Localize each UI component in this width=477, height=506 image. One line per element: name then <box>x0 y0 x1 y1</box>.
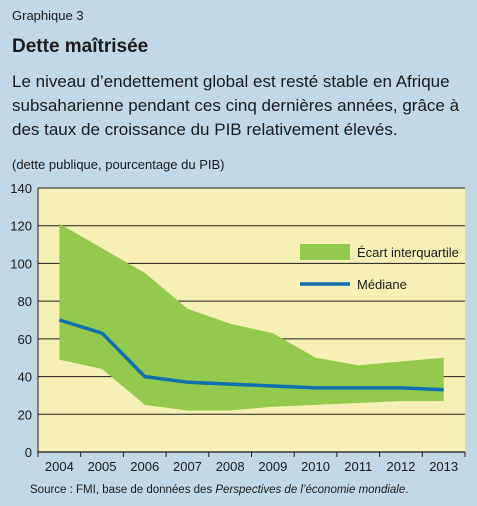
x-tick-label-2006: 2006 <box>130 459 159 474</box>
y-tick-label-100: 100 <box>10 256 32 271</box>
median-line <box>58 318 444 392</box>
chart-title: Dette maîtrisée <box>12 36 149 57</box>
y-tick-label-0: 0 <box>25 445 32 460</box>
x-tick-label-2004: 2004 <box>45 459 74 474</box>
x-tick-label-2013: 2013 <box>429 459 458 474</box>
chart-subtitle: Le niveau d’endettement global est resté… <box>12 72 460 139</box>
legend-label-band: Écart interquartile <box>357 245 459 260</box>
x-tick-label-2008: 2008 <box>216 459 245 474</box>
legend-swatch-band <box>300 244 350 260</box>
source-title: Perspectives de l’économie mondiale <box>215 484 406 496</box>
x-tick-label-2005: 2005 <box>88 459 117 474</box>
x-tick-label-2012: 2012 <box>386 459 415 474</box>
interquartile-band <box>59 223 444 411</box>
y-tick-label-120: 120 <box>10 219 32 234</box>
source-suffix: . <box>405 484 409 496</box>
y-tick-label-80: 80 <box>18 294 32 309</box>
y-tick-label-20: 20 <box>18 407 32 422</box>
figure-label: Graphique 3 <box>12 8 84 23</box>
x-tick-label-2010: 2010 <box>301 459 330 474</box>
y-tick-label-40: 40 <box>18 370 32 385</box>
x-tick-label-2011: 2011 <box>344 459 372 474</box>
x-tick-label-2009: 2009 <box>258 459 287 474</box>
source-prefix: Source : FMI, base de données des <box>30 484 216 496</box>
x-tick-label-2007: 2007 <box>173 459 202 474</box>
y-tick-label-60: 60 <box>18 332 32 347</box>
y-tick-label-140: 140 <box>10 181 32 196</box>
unit-label: (dette publique, pourcentage du PIB) <box>12 157 225 172</box>
legend-label-median: Médiane <box>357 277 407 292</box>
source-note: Source : FMI, base de données des Perspe… <box>30 484 408 496</box>
